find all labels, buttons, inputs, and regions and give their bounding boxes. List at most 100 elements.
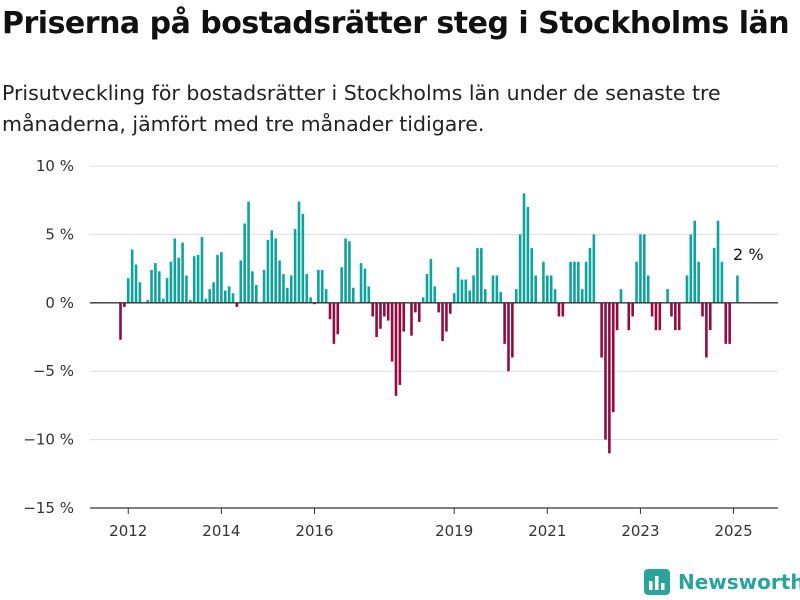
bar-positive bbox=[150, 269, 153, 303]
bar-negative bbox=[441, 302, 444, 342]
bar-negative bbox=[611, 302, 615, 413]
bar-positive bbox=[635, 261, 638, 303]
bar-positive bbox=[231, 293, 235, 303]
latest-value-annotation: 2 % bbox=[733, 245, 763, 264]
bar-negative bbox=[123, 302, 126, 307]
bar-positive bbox=[274, 238, 277, 303]
bar-positive bbox=[588, 248, 592, 303]
bar-negative bbox=[398, 302, 402, 385]
bar-negative bbox=[371, 302, 374, 317]
chart-title: Priserna på bostadsrätter steg i Stockho… bbox=[2, 6, 790, 41]
bar-negative bbox=[437, 302, 440, 313]
bar-positive bbox=[480, 248, 483, 303]
bar-positive bbox=[666, 289, 669, 303]
bar-positive bbox=[293, 228, 297, 303]
bar-positive bbox=[569, 261, 572, 303]
bar-positive bbox=[227, 286, 231, 303]
bar-positive bbox=[689, 234, 693, 303]
bar-positive bbox=[546, 275, 549, 303]
bar-positive bbox=[643, 234, 646, 303]
bar-positive bbox=[514, 289, 518, 303]
bar-positive bbox=[165, 278, 169, 303]
bar-negative bbox=[402, 302, 406, 332]
bar-positive bbox=[491, 275, 495, 303]
bar-positive bbox=[301, 213, 305, 303]
bar-positive bbox=[239, 260, 243, 303]
y-tick-label: −10 % bbox=[23, 431, 74, 449]
y-tick-label: 5 % bbox=[45, 225, 74, 243]
bar-positive bbox=[134, 264, 138, 303]
bar-positive bbox=[580, 289, 584, 303]
bar-positive bbox=[464, 279, 468, 303]
bar-positive bbox=[542, 261, 545, 303]
x-tick-label: 2014 bbox=[202, 522, 240, 540]
bar-negative bbox=[670, 302, 673, 317]
bar-positive bbox=[553, 289, 557, 303]
bar-positive bbox=[212, 282, 215, 303]
bar-positive bbox=[340, 267, 343, 303]
bar-positive bbox=[433, 286, 437, 303]
bar-negative bbox=[235, 302, 239, 307]
bar-negative bbox=[394, 302, 398, 396]
bar-positive bbox=[483, 289, 487, 303]
x-tick-label: 2016 bbox=[295, 522, 333, 540]
bar-positive bbox=[522, 193, 526, 303]
bar-negative bbox=[654, 302, 658, 331]
bar-positive bbox=[367, 286, 371, 303]
bar-negative bbox=[627, 302, 631, 331]
bar-positive bbox=[278, 260, 281, 303]
bar-positive bbox=[639, 234, 642, 303]
bar-positive bbox=[693, 220, 697, 303]
bar-negative bbox=[674, 302, 677, 331]
bar-positive bbox=[363, 268, 367, 303]
bar-positive bbox=[204, 298, 208, 303]
bar-positive bbox=[468, 290, 471, 303]
bar-negative bbox=[600, 302, 603, 358]
bar-negative bbox=[328, 302, 332, 320]
bar-positive bbox=[534, 275, 537, 303]
bar-positive bbox=[208, 289, 212, 303]
bar-positive bbox=[736, 275, 739, 303]
bar-negative bbox=[557, 302, 561, 317]
bar-positive bbox=[584, 261, 588, 303]
bar-positive bbox=[320, 269, 324, 303]
bar-negative bbox=[507, 302, 510, 372]
bar-positive bbox=[200, 237, 204, 303]
bar-positive bbox=[177, 257, 180, 303]
bar-positive bbox=[286, 287, 289, 303]
bar-negative bbox=[503, 302, 506, 344]
bar-positive bbox=[716, 220, 720, 303]
bar-positive bbox=[460, 279, 464, 303]
bar-positive bbox=[255, 285, 258, 303]
bar-positive bbox=[216, 254, 219, 303]
bar-positive bbox=[577, 261, 580, 303]
bar-negative bbox=[383, 302, 386, 317]
bar-negative bbox=[375, 302, 378, 337]
x-tick-label: 2021 bbox=[528, 522, 566, 540]
bar-positive bbox=[619, 289, 623, 303]
bar-positive bbox=[573, 261, 576, 303]
x-tick-label: 2025 bbox=[714, 522, 752, 540]
bar-positive bbox=[530, 248, 534, 303]
bar-positive bbox=[720, 261, 724, 303]
bar-positive bbox=[452, 293, 456, 303]
bar-positive bbox=[697, 261, 700, 303]
bar-positive bbox=[192, 256, 196, 303]
bar-negative bbox=[445, 302, 448, 332]
bar-positive bbox=[146, 300, 149, 303]
y-tick-label: 0 % bbox=[45, 294, 74, 312]
bar-positive bbox=[247, 201, 250, 303]
y-tick-label: −5 % bbox=[33, 362, 74, 380]
bar-positive bbox=[324, 289, 328, 303]
bar-positive bbox=[251, 271, 254, 303]
bar-positive bbox=[425, 274, 429, 303]
bar-positive bbox=[359, 263, 363, 303]
bar-negative bbox=[511, 302, 514, 358]
newsworthy-logo: Newsworthy bbox=[644, 569, 800, 595]
y-tick-label: −15 % bbox=[23, 499, 74, 517]
bar-positive bbox=[476, 248, 479, 303]
bar-positive bbox=[270, 230, 274, 303]
bar-negative bbox=[410, 302, 413, 336]
bar-positive bbox=[592, 234, 596, 303]
